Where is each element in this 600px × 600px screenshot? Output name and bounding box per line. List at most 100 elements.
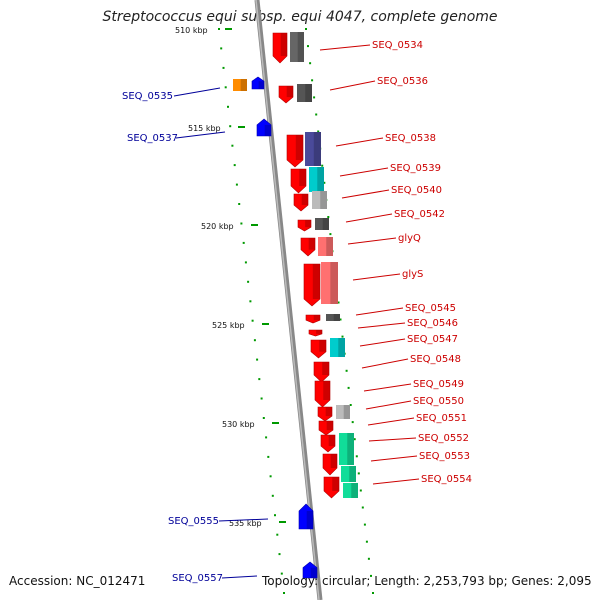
map-title: Streptococcus equi subsp. equi 4047, com…: [102, 9, 498, 25]
guide-dot: [321, 164, 324, 167]
scale-label: 520 kbp: [201, 222, 234, 231]
guide-dot: [311, 79, 314, 82]
gene-label-seq_0554[interactable]: SEQ_0554: [421, 474, 472, 485]
gene-arrow-shade: [326, 421, 333, 431]
leader-line: [355, 307, 404, 316]
guide-dot: [276, 533, 279, 536]
guide-dot: [337, 301, 340, 304]
gene-label-seq_0538[interactable]: SEQ_0538: [385, 133, 436, 144]
gene-seq_0540[interactable]: [293, 191, 327, 212]
guide-right: [305, 28, 374, 594]
gene-label-seq_0534[interactable]: SEQ_0534: [372, 40, 423, 51]
guide-dot: [305, 28, 307, 30]
gene-seq_0549[interactable]: [314, 380, 331, 408]
guide-dot: [218, 28, 220, 30]
gene-seq_0552[interactable]: [320, 433, 354, 465]
guide-dot: [220, 47, 223, 50]
gene-labels[interactable]: SEQ_0534 SEQ_0535 SEQ_0536 SEQ_0537 SEQ_0538…: [122, 40, 472, 584]
product-box-shade: [351, 483, 358, 498]
gene-label-seq_0551[interactable]: SEQ_0551: [416, 413, 467, 424]
gene-seq_0536[interactable]: [278, 84, 312, 104]
gene-label-seq_0555[interactable]: SEQ_0555: [168, 516, 219, 527]
gene-arrow-shade: [308, 238, 315, 250]
gene-arrow-shade: [322, 362, 329, 375]
guide-dot: [327, 216, 330, 218]
gene-seq_0535[interactable]: [233, 76, 265, 91]
product-box-shade: [322, 218, 329, 230]
gene-label-seq_0535[interactable]: SEQ_0535: [122, 91, 173, 102]
gene-label-glyq[interactable]: glyQ: [398, 233, 421, 244]
gene-seq_0555[interactable]: [298, 503, 314, 530]
gene-arrow-shade: [325, 407, 332, 417]
gene-glyq[interactable]: [300, 237, 333, 257]
gene-seq_0547[interactable]: [310, 338, 345, 359]
guide-dot: [357, 472, 360, 475]
scale-tick: [238, 126, 245, 128]
gene-label-seq_0557[interactable]: SEQ_0557: [172, 573, 223, 584]
guide-dot: [361, 506, 364, 509]
guide-left: [218, 28, 285, 594]
gene-seq_0538[interactable]: [286, 132, 321, 168]
guide-dot: [363, 523, 366, 526]
scale-label: 535 kbp: [229, 519, 262, 528]
gene-seq_0539[interactable]: [290, 167, 324, 194]
guide-dot: [238, 203, 241, 205]
gene-seq_0550[interactable]: [317, 405, 350, 422]
gene-seq_0548[interactable]: [313, 361, 330, 383]
guide-dot: [345, 369, 348, 372]
leader-line: [319, 44, 371, 51]
gene-label-seq_0548[interactable]: SEQ_0548: [410, 354, 461, 365]
gene-label-seq_0552[interactable]: SEQ_0552: [418, 433, 469, 444]
gene-glys[interactable]: [303, 262, 338, 307]
guide-dot: [247, 280, 250, 283]
gene-seq_0546[interactable]: [308, 329, 323, 337]
gene-label-glys[interactable]: glyS: [402, 269, 423, 280]
gene-arrow-shade: [328, 435, 335, 447]
gene-seq_0542[interactable]: [297, 218, 329, 232]
gene-seq_0553[interactable]: [322, 453, 356, 482]
gene-arrow-shade: [312, 264, 320, 299]
scale-label: 525 kbp: [212, 321, 245, 330]
scale-tick: [279, 521, 286, 523]
leader-line: [339, 167, 389, 177]
gene-label-seq_0545[interactable]: SEQ_0545: [405, 303, 456, 314]
leader-line: [359, 338, 406, 347]
gene-arrow-shade: [301, 194, 308, 206]
gene-label-seq_0553[interactable]: SEQ_0553: [419, 451, 470, 462]
gene-seq_0551[interactable]: [318, 420, 334, 436]
guide-dot: [315, 113, 318, 116]
gene-seq_0557[interactable]: [302, 561, 318, 579]
gene-label-seq_0539[interactable]: SEQ_0539: [390, 163, 441, 174]
gene-arrow-shade: [332, 477, 339, 491]
guide-dot: [256, 358, 259, 361]
gene-seq_0537[interactable]: [256, 118, 272, 137]
gene-label-seq_0546[interactable]: SEQ_0546: [407, 318, 458, 329]
product-box[interactable]: [326, 314, 340, 321]
gene-seq_0534[interactable]: [272, 32, 304, 64]
gene-label-seq_0536[interactable]: SEQ_0536: [377, 76, 428, 87]
guide-dot: [329, 233, 332, 236]
guide-dot: [278, 553, 281, 556]
leader-line: [173, 87, 221, 97]
guide-dot: [307, 45, 309, 48]
guide-dot: [367, 557, 370, 560]
gene-label-seq_0537[interactable]: SEQ_0537: [127, 133, 178, 144]
gene-label-seq_0550[interactable]: SEQ_0550: [413, 396, 464, 407]
gene-label-seq_0549[interactable]: SEQ_0549: [413, 379, 464, 390]
gene-label-seq_0540[interactable]: SEQ_0540: [391, 185, 442, 196]
dotted-guides: [218, 28, 374, 594]
gene-seq_0554[interactable]: [323, 476, 358, 499]
gene-label-seq_0542[interactable]: SEQ_0542: [394, 209, 445, 220]
gene-features[interactable]: [233, 32, 358, 579]
accession-text: Accession: NC_012471: [9, 574, 146, 588]
guide-dot: [280, 572, 283, 575]
guide-dot: [309, 62, 312, 65]
backbone-axis: [254, 0, 323, 600]
gene-seq_0545[interactable]: [305, 314, 340, 324]
guide-dot: [267, 455, 270, 458]
gene-arrow-shade: [323, 381, 330, 400]
product-box-shade: [305, 84, 312, 102]
gene-label-seq_0547[interactable]: SEQ_0547: [407, 334, 458, 345]
scale-label: 510 kbp: [175, 26, 208, 35]
